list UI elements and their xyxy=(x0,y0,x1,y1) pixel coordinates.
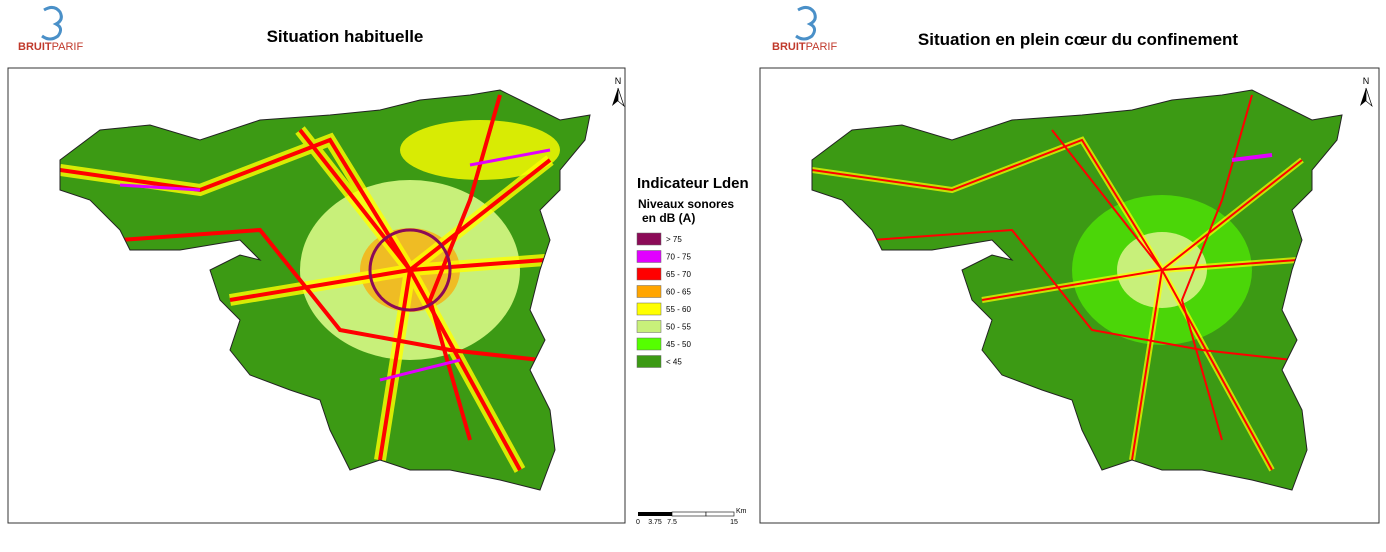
legend-label: 45 - 50 xyxy=(666,340,691,349)
scale-label: 7.5 xyxy=(667,519,677,526)
scale-label: 15 xyxy=(730,519,738,526)
logo: BRUITPARIF xyxy=(772,5,837,53)
legend-subtitle: Niveaux sonores xyxy=(638,197,734,211)
logo-text: BRUIT xyxy=(18,41,52,53)
scale-unit: Km xyxy=(736,508,747,515)
scale-label: 3.75 xyxy=(648,519,662,526)
logo-text: BRUIT xyxy=(772,41,806,53)
legend-label: 50 - 55 xyxy=(666,323,691,332)
logo-text: PARIF xyxy=(806,41,838,53)
legend-swatch xyxy=(636,232,662,246)
legend-swatch xyxy=(636,302,662,316)
svg-text:BRUITPARIF: BRUITPARIF xyxy=(18,41,83,53)
legend-swatch xyxy=(636,250,662,263)
legend-label: 60 - 65 xyxy=(666,288,691,297)
legend-label: 65 - 70 xyxy=(666,270,691,279)
map-title: Situation en plein cœur du confinement xyxy=(918,30,1239,49)
noise-map xyxy=(811,89,1343,491)
noise-map xyxy=(59,89,591,491)
legend-swatch xyxy=(636,355,662,368)
legend-label: < 45 xyxy=(666,358,682,367)
north-arrow: N xyxy=(612,76,625,108)
legend-title: Indicateur Lden xyxy=(637,175,749,192)
legend-label: 70 - 75 xyxy=(666,253,691,262)
logo: BRUITPARIF xyxy=(18,5,83,53)
legend-label: > 75 xyxy=(666,235,682,244)
legend-swatch xyxy=(636,320,662,333)
legend-label: 55 - 60 xyxy=(666,305,691,314)
legend-swatch xyxy=(636,337,662,351)
north-arrow: N xyxy=(1360,76,1373,108)
map-title: Situation habituelle xyxy=(267,27,424,46)
north-label: N xyxy=(1363,76,1370,86)
scale-label: 0 xyxy=(636,519,640,526)
scale-bar: 0 3.75 7.5 15 Km xyxy=(636,508,747,526)
north-label: N xyxy=(615,76,622,86)
legend-subtitle: en dB (A) xyxy=(642,211,695,225)
legend-swatch xyxy=(636,285,662,298)
logo-text: PARIF xyxy=(52,41,84,53)
legend-swatch xyxy=(636,267,662,281)
svg-text:BRUITPARIF: BRUITPARIF xyxy=(772,41,837,53)
